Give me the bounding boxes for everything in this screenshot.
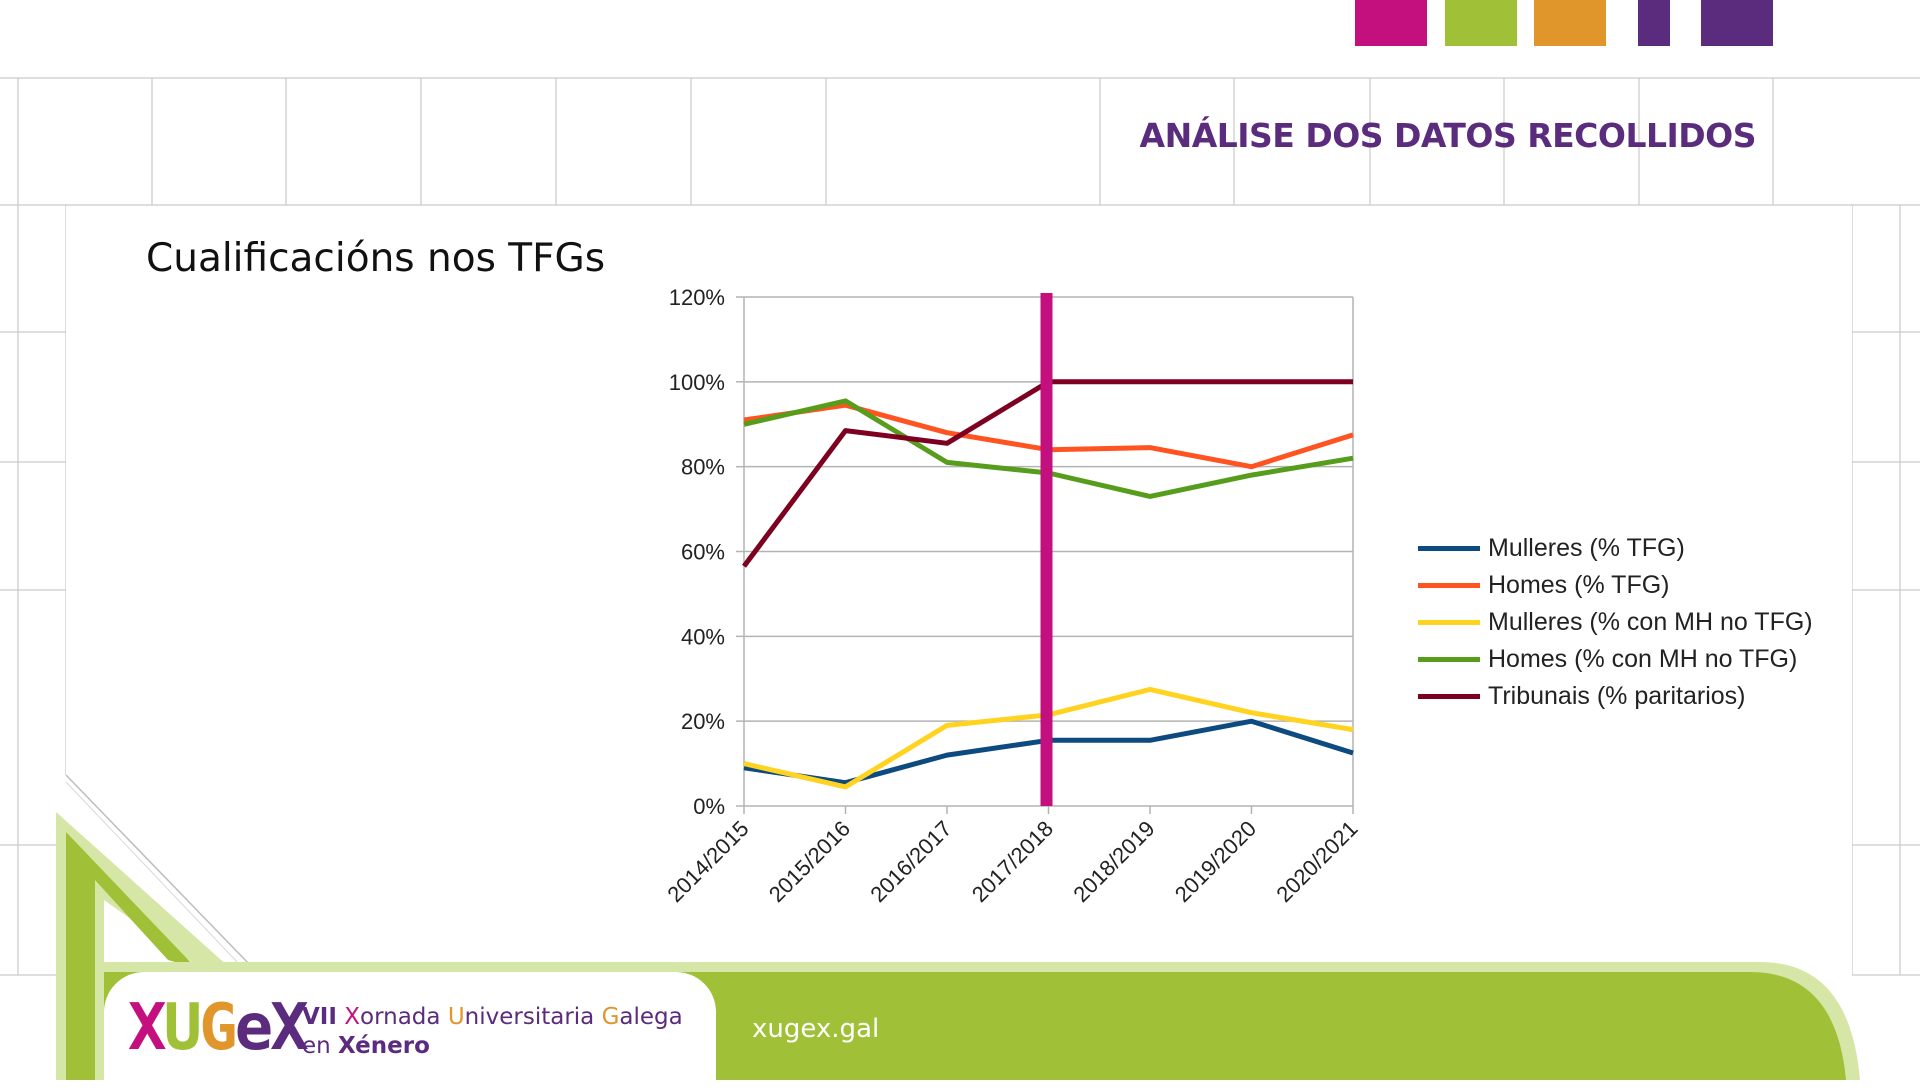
logo-letter: X [270,991,308,1065]
legend-swatch [1418,620,1480,625]
y-tick-label: 100% [669,370,725,395]
legend-swatch [1418,694,1480,699]
x-tick-label: 2014/2015 [662,816,753,907]
section-title: ANÁLISE DOS DATOS RECOLLIDOS [1139,116,1757,155]
accent-square-orange [1534,0,1606,46]
legend-item: Mulleres (% TFG) [1418,530,1813,567]
x-tick-label: 2016/2017 [865,816,956,907]
x-tick-label: 2017/2018 [967,816,1058,907]
legend-label: Mulleres (% TFG) [1488,534,1685,562]
logo-letter: U [163,991,202,1065]
x-tick-label: 2020/2021 [1271,816,1362,907]
legend-label: Tribunais (% paritarios) [1488,682,1746,710]
legend-label: Homes (% con MH no TFG) [1488,645,1798,673]
legend-swatch [1418,546,1480,551]
event-name-line2: en Xénero [302,1033,430,1059]
legend-item: Homes (% con MH no TFG) [1418,641,1813,678]
logo-letter: e [234,991,273,1065]
logo-letter: X [128,991,166,1065]
content-panel [66,206,1852,1080]
accent-square-green [1445,0,1517,46]
chart-legend: Mulleres (% TFG) Homes (% TFG) Mulleres (%… [1418,530,1813,715]
y-tick-label: 20% [681,709,725,734]
vertical-marker-bar [1040,293,1053,806]
logo-letter: G [199,991,237,1065]
legend-item: Tribunais (% paritarios) [1418,678,1813,715]
accent-square-purple [1701,0,1773,46]
legend-label: Homes (% TFG) [1488,571,1670,599]
y-tick-label: 80% [681,455,725,480]
legend-swatch [1418,583,1480,588]
y-tick-label: 120% [669,285,725,310]
y-tick-label: 0% [693,794,725,819]
x-tick-label: 2018/2019 [1068,816,1159,907]
accent-square-magenta [1355,0,1427,46]
event-name: VII Xornada Universitaria Galega en Xéne… [302,1003,683,1061]
legend-item: Mulleres (% con MH no TFG) [1418,604,1813,641]
accent-square-purple-narrow [1638,0,1670,46]
x-tick-label: 2019/2020 [1170,816,1261,907]
legend-swatch [1418,657,1480,662]
y-tick-label: 60% [681,540,725,565]
legend-item: Homes (% TFG) [1418,567,1813,604]
footer-badge [104,972,716,1092]
x-tick-label: 2015/2016 [764,816,855,907]
legend-label: Mulleres (% con MH no TFG) [1488,608,1813,636]
event-name-line1: VII Xornada Universitaria Galega [302,1004,683,1030]
y-tick-label: 40% [681,624,725,649]
slide-title: Cualificacións nos TFGs [146,236,606,281]
xugex-logo: XUGeX [128,991,309,1065]
footer-url[interactable]: xugex.gal [752,1014,880,1044]
